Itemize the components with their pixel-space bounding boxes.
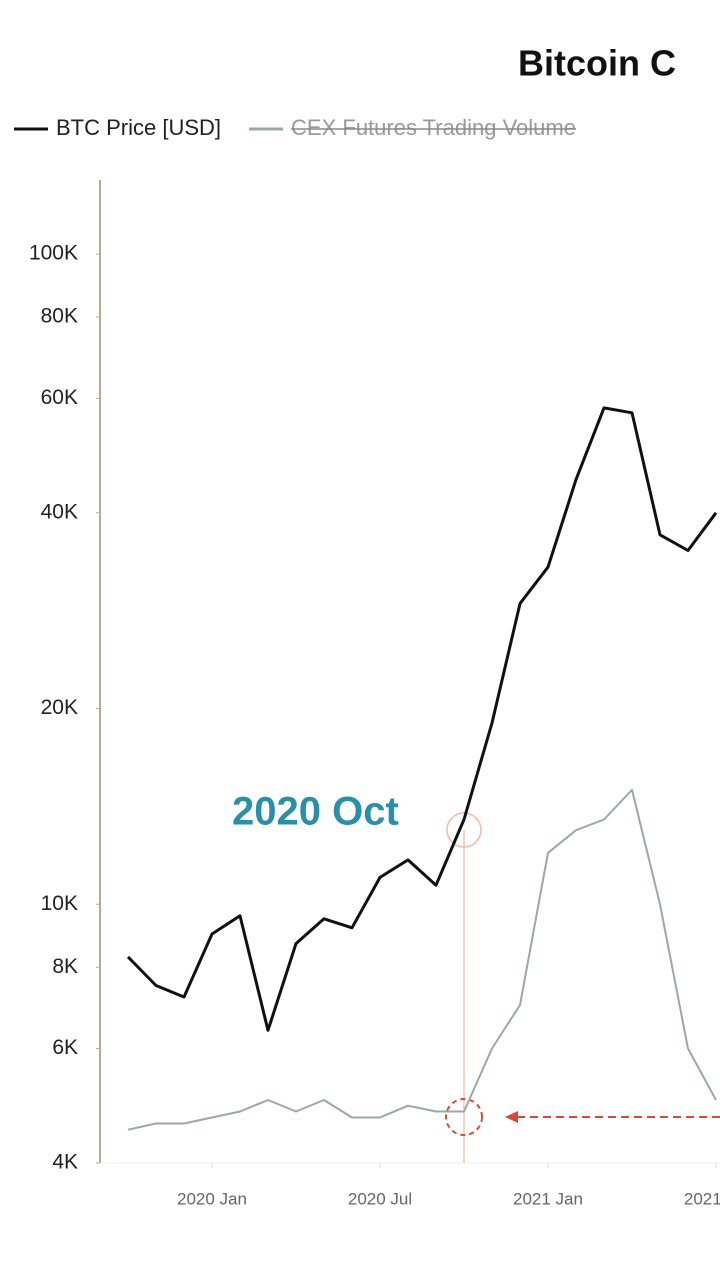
y-tick-label: 10K (41, 892, 78, 915)
series-line (127, 788, 717, 1131)
x-tick-label: 2020 Jan (177, 1189, 247, 1208)
y-tick-label: 60K (41, 386, 78, 409)
series-line (126, 406, 718, 1032)
y-tick-label: 20K (41, 696, 78, 719)
y-tick-label: 80K (41, 305, 78, 328)
annotation-text: 2020 Oct (232, 790, 399, 834)
chart-title: Bitcoin C (518, 43, 676, 84)
y-tick-label: 8K (52, 955, 78, 978)
legend-label: CEX Futures Trading Volume (291, 115, 576, 140)
x-tick-label: 2021 Jan (513, 1189, 583, 1208)
arrow-head (505, 1111, 518, 1123)
y-tick-label: 40K (41, 500, 78, 523)
annotation-circle (446, 812, 482, 848)
y-tick-label: 6K (52, 1036, 78, 1059)
y-tick-label: 4K (52, 1151, 78, 1174)
legend-label: BTC Price [USD] (56, 115, 221, 140)
y-tick-label: 100K (29, 242, 78, 265)
annotation-circle (445, 1098, 483, 1136)
x-tick-label: 2020 Jul (348, 1189, 412, 1208)
x-tick-label: 2021 Jul (684, 1189, 720, 1208)
